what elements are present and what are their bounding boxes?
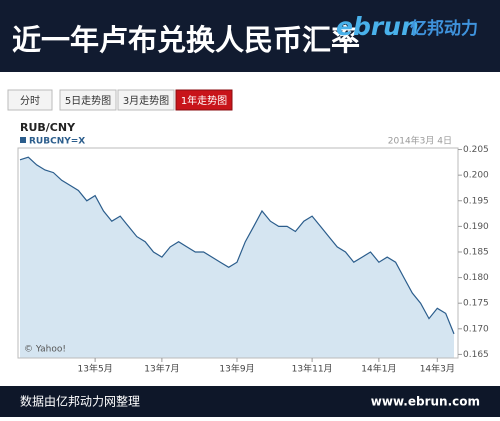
- x-tick-label: 13年11月: [292, 363, 333, 375]
- plot: 0.165 0.170 0.175 0.180 0.185 0.190 0.195 0.200…: [17, 145, 489, 375]
- tab-label[interactable]: 1年走势图: [181, 94, 227, 107]
- x-tick-label: 13年9月: [219, 363, 254, 375]
- y-tick-label: 0.200: [463, 171, 489, 181]
- line: [19, 156, 455, 335]
- y-tick-label: 0.205: [463, 145, 489, 155]
- y-tick-label: 0.175: [463, 299, 489, 309]
- plot-frame: [17, 147, 459, 359]
- footer-note: 数据由亿邦动力网整理: [20, 394, 140, 409]
- tab-label[interactable]: 5日走势图: [65, 94, 111, 107]
- y-tick-label: 0.185: [463, 247, 489, 257]
- chart-date: 2014年3月 4日: [388, 135, 452, 147]
- y-tick-label: 0.170: [463, 324, 489, 334]
- footer-url: www.ebrun.com: [371, 395, 480, 409]
- logo-name: 亿邦动力: [410, 18, 478, 39]
- tab[interactable]: [7, 89, 53, 111]
- source: © Yahoo!: [24, 345, 66, 355]
- tab-label[interactable]: 3月走势图: [123, 94, 169, 107]
- y-tick-label: 0.180: [463, 273, 489, 283]
- chart-title: RUB/CNY: [20, 121, 76, 134]
- tab-label[interactable]: 分时: [20, 95, 40, 107]
- x-tick-label: 13年5月: [78, 363, 113, 375]
- tab[interactable]: [59, 89, 117, 111]
- tabs: 分时 5日走势图 3月走势图 1年走势图: [7, 89, 233, 111]
- legend-swatch: [20, 137, 26, 143]
- legend-label: RUBCNY=X: [29, 137, 85, 147]
- banner: [0, 0, 500, 72]
- footer-bar: [0, 386, 500, 417]
- x-tick-label: 14年3月: [420, 363, 455, 375]
- x-tick-label: 13年7月: [144, 363, 179, 375]
- y-tick-label: 0.165: [463, 350, 489, 360]
- logo-brand: ebrun: [336, 12, 419, 41]
- x-tick-label: 14年1月: [361, 363, 396, 375]
- area: [20, 157, 454, 358]
- y-tick-label: 0.190: [463, 222, 489, 232]
- tab[interactable]: [117, 89, 175, 111]
- banner-title: 近一年卢布兑换人民币汇率: [12, 23, 360, 57]
- y-tick-label: 0.195: [463, 196, 489, 206]
- tab[interactable]: [175, 89, 233, 111]
